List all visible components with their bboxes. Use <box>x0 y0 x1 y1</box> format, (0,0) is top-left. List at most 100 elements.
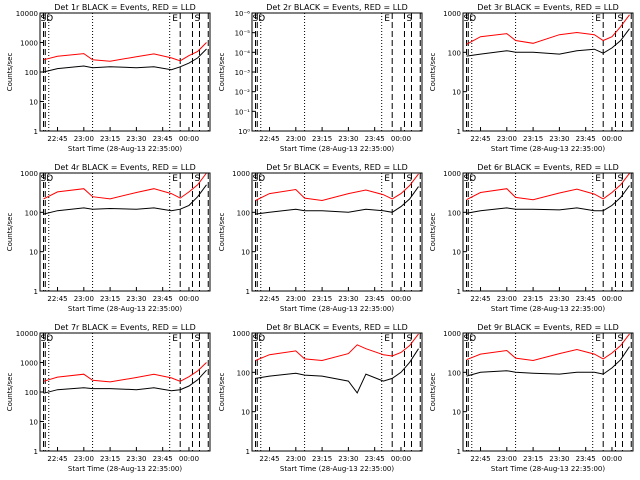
x-tick-label: 23:15 <box>523 295 543 303</box>
x-tick-label: 23:30 <box>549 135 569 143</box>
x-tick-label: 23:30 <box>126 455 146 463</box>
marker-s-right: S <box>194 334 200 344</box>
x-tick-label: 23:45 <box>576 135 596 143</box>
y-tick-label: 10 <box>452 249 461 257</box>
y-tick-label: 10 <box>452 89 461 97</box>
events-series-line <box>43 184 207 215</box>
x-tick-label: 23:00 <box>497 455 517 463</box>
x-tick-label: 23:45 <box>365 295 385 303</box>
y-tick-label: 1 <box>246 288 250 296</box>
y-tick-label: 10 <box>29 249 38 257</box>
panel-title: Det 6r BLACK = Events, RED = LLD <box>477 163 619 172</box>
plot-frame <box>462 12 634 132</box>
y-tick-label: 100 <box>25 209 38 217</box>
plot-frame <box>39 332 211 452</box>
x-tick-label: 23:15 <box>312 135 332 143</box>
y-tick-label: 10 <box>29 99 38 107</box>
y-tick-label: 1 <box>34 448 38 456</box>
marker-d-left: D <box>469 14 476 24</box>
y-tick-label: 10⁻³ <box>235 69 251 77</box>
y-tick-label: 100 <box>237 369 250 377</box>
y-axis-label: Counts/sec <box>6 53 14 92</box>
y-axis-label: Counts/sec <box>6 373 14 412</box>
marker-s-left: S <box>464 174 470 184</box>
lld-series-line <box>466 14 630 45</box>
x-axis-label: Start Time (28-Aug-13 22:35:00) <box>280 145 394 153</box>
marker-d-left: D <box>258 174 265 184</box>
x-tick-label: 00:00 <box>179 295 199 303</box>
panel-title: Det 4r BLACK = Events, RED = LLD <box>54 163 196 172</box>
y-tick-label: 1 <box>34 128 38 136</box>
y-tick-label: 10⁻⁶ <box>235 10 251 18</box>
x-tick-label: 22:45 <box>259 135 279 143</box>
marker-s-right: S <box>617 14 623 24</box>
marker-d-left: D <box>258 14 265 24</box>
y-tick-label: 1 <box>34 288 38 296</box>
x-tick-label: 23:15 <box>523 455 543 463</box>
x-tick-label: 23:00 <box>497 135 517 143</box>
x-tick-label: 23:30 <box>338 455 358 463</box>
x-tick-label: 23:00 <box>74 455 94 463</box>
lld-series-line <box>255 333 419 362</box>
x-tick-label: 23:30 <box>126 135 146 143</box>
x-tick-label: 00:00 <box>602 455 622 463</box>
x-axis-label: Start Time (28-Aug-13 22:35:00) <box>280 465 394 473</box>
y-tick-label: 1000 <box>443 170 461 178</box>
x-tick-label: 23:15 <box>523 135 543 143</box>
x-tick-label: 23:45 <box>365 455 385 463</box>
y-axis-label: Counts/sec <box>218 373 226 412</box>
lld-series-line <box>255 173 419 202</box>
panel-title: Det 2r BLACK = Events, RED = LLD <box>266 3 408 12</box>
plot-frame <box>251 332 423 452</box>
y-tick-label: 10 <box>241 409 250 417</box>
marker-e-right: E <box>384 174 390 184</box>
x-tick-label: 22:45 <box>47 295 67 303</box>
marker-e-right: E <box>384 334 390 344</box>
y-axis-label: Counts/sec <box>6 213 14 252</box>
marker-e-right: E <box>384 14 390 24</box>
y-tick-label: 10⁻² <box>235 89 251 97</box>
y-tick-label: 10000 <box>16 10 38 18</box>
x-tick-label: 23:00 <box>286 295 306 303</box>
x-tick-label: 23:45 <box>576 455 596 463</box>
x-tick-label: 23:45 <box>153 455 173 463</box>
y-tick-label: 10⁻¹ <box>235 108 251 116</box>
x-axis-label: Start Time (28-Aug-13 22:35:00) <box>491 465 605 473</box>
y-tick-label: 10⁰ <box>238 128 250 136</box>
panel-title: Det 8r BLACK = Events, RED = LLD <box>266 323 408 332</box>
y-tick-label: 1000 <box>443 330 461 338</box>
marker-s-right: S <box>406 174 412 184</box>
x-tick-label: 00:00 <box>602 135 622 143</box>
marker-s-left: S <box>41 334 47 344</box>
y-axis-label: Counts/sec <box>429 373 437 412</box>
y-tick-label: 100 <box>448 209 461 217</box>
y-tick-label: 1000 <box>20 40 38 48</box>
x-axis-label: Start Time (28-Aug-13 22:35:00) <box>491 305 605 313</box>
marker-s-left: S <box>41 14 47 24</box>
lld-series-line <box>466 172 630 201</box>
x-axis-label: Start Time (28-Aug-13 22:35:00) <box>280 305 394 313</box>
events-series-line <box>43 48 207 73</box>
x-tick-label: 23:00 <box>74 135 94 143</box>
marker-s-right: S <box>617 334 623 344</box>
y-axis-label: Counts/sec <box>429 53 437 92</box>
events-series-line <box>466 28 630 57</box>
panel-title: Det 3r BLACK = Events, RED = LLD <box>477 3 619 12</box>
panel-title: Det 7r BLACK = Events, RED = LLD <box>54 323 196 332</box>
marker-s-right: S <box>406 334 412 344</box>
marker-s-left: S <box>253 14 259 24</box>
marker-d-left: D <box>469 174 476 184</box>
y-tick-label: 10 <box>241 249 250 257</box>
x-tick-label: 23:00 <box>74 295 94 303</box>
y-tick-label: 1000 <box>232 170 250 178</box>
y-tick-label: 100 <box>25 389 38 397</box>
y-tick-label: 1 <box>246 448 250 456</box>
x-tick-label: 22:45 <box>259 455 279 463</box>
plot-frame <box>39 12 211 132</box>
x-tick-label: 23:00 <box>497 295 517 303</box>
x-tick-label: 23:45 <box>365 135 385 143</box>
